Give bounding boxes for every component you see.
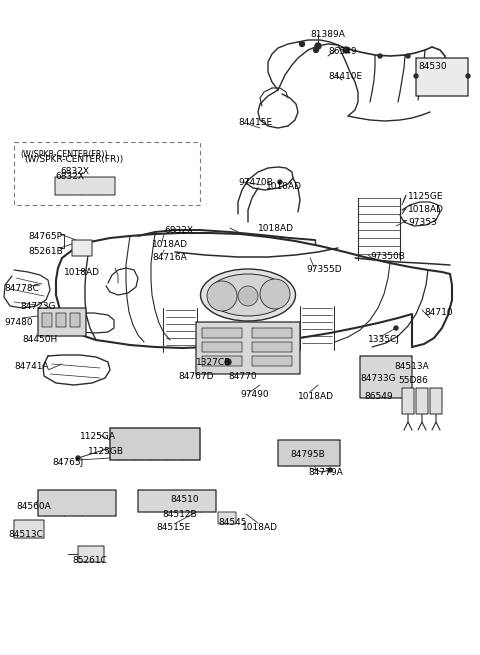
FancyBboxPatch shape [430,388,442,414]
Text: 97353: 97353 [408,218,437,227]
Text: 84733G: 84733G [360,374,396,383]
Circle shape [394,326,398,330]
Text: 84513C: 84513C [8,530,43,539]
Text: 84770: 84770 [228,372,257,381]
Circle shape [278,180,282,184]
Text: 84560A: 84560A [16,502,51,511]
Text: 1125GA: 1125GA [80,432,116,441]
Circle shape [406,54,410,58]
Text: 97490: 97490 [240,390,269,399]
FancyBboxPatch shape [416,388,428,414]
Text: 86549: 86549 [364,392,393,401]
Text: (W/SPKR-CENTER(FR)): (W/SPKR-CENTER(FR)) [24,155,123,164]
Text: 84767D: 84767D [178,372,214,381]
Circle shape [76,456,80,460]
Text: 97350B: 97350B [370,252,405,261]
FancyBboxPatch shape [202,328,242,338]
Text: 84515E: 84515E [156,523,190,532]
Text: 1018AD: 1018AD [64,268,100,277]
Circle shape [328,468,332,472]
Text: 1327CB: 1327CB [196,358,231,367]
Text: 84450H: 84450H [22,335,57,344]
Text: 84415E: 84415E [238,118,272,127]
Text: 1018AD: 1018AD [266,182,302,191]
Circle shape [315,43,321,49]
Text: 86549: 86549 [328,47,357,56]
Text: 84716A: 84716A [152,253,187,262]
FancyBboxPatch shape [38,308,86,336]
Circle shape [414,74,418,78]
FancyBboxPatch shape [202,356,242,366]
Text: 1018AD: 1018AD [152,240,188,249]
Text: 84530: 84530 [418,62,446,71]
Text: 84778C: 84778C [4,284,39,293]
FancyBboxPatch shape [360,356,412,398]
Text: 84723G: 84723G [20,302,56,311]
Text: 84765J: 84765J [52,458,83,467]
FancyBboxPatch shape [416,58,468,96]
FancyBboxPatch shape [42,313,52,327]
Circle shape [260,279,290,309]
FancyBboxPatch shape [38,490,116,516]
Text: 84410E: 84410E [328,72,362,81]
Circle shape [466,74,470,78]
Text: 1335CJ: 1335CJ [368,335,400,344]
Text: 84545: 84545 [218,518,247,527]
Text: 1018AD: 1018AD [242,523,278,532]
Text: 84741A: 84741A [14,362,48,371]
Text: 55D86: 55D86 [398,376,428,385]
Text: 84765P: 84765P [28,232,62,241]
Bar [14,142,200,205]
Text: 6832X: 6832X [55,172,84,181]
FancyBboxPatch shape [56,313,66,327]
Text: 84510: 84510 [170,495,199,504]
FancyBboxPatch shape [70,313,80,327]
FancyBboxPatch shape [138,490,216,512]
FancyBboxPatch shape [202,342,242,352]
Text: 6832X: 6832X [164,226,193,235]
Text: 1018AD: 1018AD [298,392,334,401]
Text: 84512B: 84512B [162,510,197,519]
Circle shape [300,41,304,47]
Text: 6832X: 6832X [60,167,89,176]
FancyBboxPatch shape [110,428,200,460]
Text: 1018AD: 1018AD [408,205,444,214]
FancyBboxPatch shape [78,546,104,562]
Text: 85261C: 85261C [72,556,107,565]
FancyBboxPatch shape [218,512,236,524]
Text: 97480: 97480 [4,318,33,327]
FancyBboxPatch shape [252,328,292,338]
Ellipse shape [201,269,296,321]
FancyBboxPatch shape [252,356,292,366]
Circle shape [238,286,258,306]
Text: 1125GB: 1125GB [88,447,124,456]
Text: 84795B: 84795B [290,450,325,459]
Ellipse shape [208,274,288,316]
Text: 85261B: 85261B [28,247,63,256]
FancyBboxPatch shape [14,520,44,538]
Text: 97355D: 97355D [306,265,342,274]
Circle shape [343,47,349,53]
FancyBboxPatch shape [72,240,92,256]
Text: 81389A: 81389A [310,30,345,39]
Text: 84779A: 84779A [308,468,343,477]
Text: 84513A: 84513A [394,362,429,371]
Circle shape [378,54,382,58]
Circle shape [313,48,319,52]
Text: (W/SPKR-CENTER(FR)): (W/SPKR-CENTER(FR)) [20,150,108,159]
Text: 97470B: 97470B [238,178,273,187]
Circle shape [207,281,237,311]
FancyBboxPatch shape [196,322,300,374]
Text: 1018AD: 1018AD [258,224,294,233]
FancyBboxPatch shape [278,440,340,466]
Text: 1125GE: 1125GE [408,192,444,201]
FancyBboxPatch shape [55,177,115,195]
Text: 84710: 84710 [424,308,453,317]
Circle shape [225,359,231,365]
FancyBboxPatch shape [402,388,414,414]
FancyBboxPatch shape [252,342,292,352]
